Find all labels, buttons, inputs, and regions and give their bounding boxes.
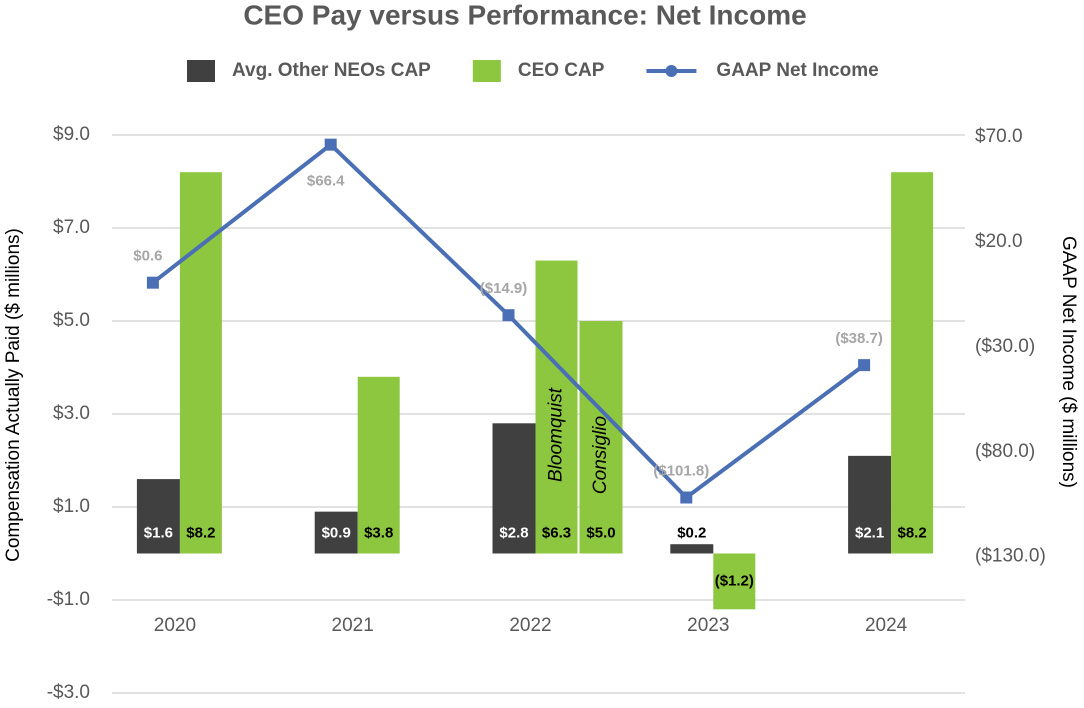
- y-tick-label: $1.0: [53, 496, 90, 517]
- line-label: $66.4: [307, 173, 345, 190]
- data-label: ($1.2): [715, 572, 754, 589]
- line-label: ($14.9): [480, 280, 528, 297]
- data-label: $0.9: [322, 524, 351, 541]
- y-tick-label: -$3.0: [47, 682, 90, 703]
- x-tick-label: 2024: [865, 615, 908, 636]
- bar: [492, 423, 536, 554]
- y2-tick-label: ($80.0): [975, 441, 1035, 462]
- x-tick-label: 2022: [509, 615, 551, 636]
- line-label: ($38.7): [835, 330, 883, 347]
- chart-title: CEO Pay versus Performance: Net Income: [243, 0, 806, 30]
- legend-marker: [665, 65, 678, 77]
- y-tick-label: $5.0: [53, 310, 90, 331]
- y-tick-label: $9.0: [53, 124, 90, 145]
- x-tick-label: 2020: [154, 615, 196, 636]
- bar: [848, 455, 892, 554]
- y-axis-title: Compensation Actually Paid ($ millions): [3, 228, 24, 562]
- bar: [891, 172, 934, 554]
- y2-tick-label: $20.0: [975, 231, 1023, 252]
- y-tick-label: $7.0: [53, 217, 90, 238]
- y-tick-label: -$1.0: [47, 589, 90, 610]
- line-marker: [502, 309, 515, 322]
- y2-axis-title: GAAP Net Income ($ millions): [1058, 236, 1079, 488]
- line-marker: [324, 138, 337, 151]
- data-label: $1.6: [144, 524, 173, 541]
- bar: [314, 511, 358, 554]
- legend-label: Avg. Other NEOs CAP: [232, 60, 431, 81]
- y2-tick-label: $70.0: [975, 126, 1023, 147]
- line-marker: [858, 359, 871, 372]
- bar: [579, 321, 623, 554]
- data-label: $8.2: [186, 524, 215, 541]
- legend-swatch: [472, 60, 501, 82]
- legend-label: CEO CAP: [518, 60, 605, 81]
- line-label: ($101.8): [653, 462, 709, 479]
- y2-tick-label: ($30.0): [975, 336, 1035, 357]
- data-label: $8.2: [897, 524, 926, 541]
- bar: [713, 553, 756, 610]
- bar: [535, 260, 578, 554]
- data-label: $2.8: [499, 524, 528, 541]
- y-tick-label: $3.0: [53, 403, 90, 424]
- bar-annotation: Consiglio: [590, 416, 611, 494]
- line-label: $0.6: [133, 248, 162, 265]
- data-label: $6.3: [542, 524, 571, 541]
- bar: [136, 479, 180, 554]
- bar: [179, 172, 222, 554]
- line-marker: [680, 491, 693, 504]
- bar: [670, 544, 714, 554]
- legend-label: GAAP Net Income: [716, 60, 878, 81]
- x-tick-label: 2023: [687, 615, 729, 636]
- data-label: $3.8: [364, 524, 393, 541]
- bar: [357, 376, 400, 554]
- x-tick-label: 2021: [332, 615, 374, 636]
- data-label: $0.2: [677, 524, 706, 541]
- line-marker: [146, 276, 159, 289]
- data-label: $2.1: [855, 524, 884, 541]
- bar-annotation: Bloomquist: [546, 387, 567, 482]
- y2-tick-label: ($130.0): [975, 546, 1046, 567]
- legend-swatch: [187, 60, 215, 82]
- data-label: $5.0: [586, 524, 615, 541]
